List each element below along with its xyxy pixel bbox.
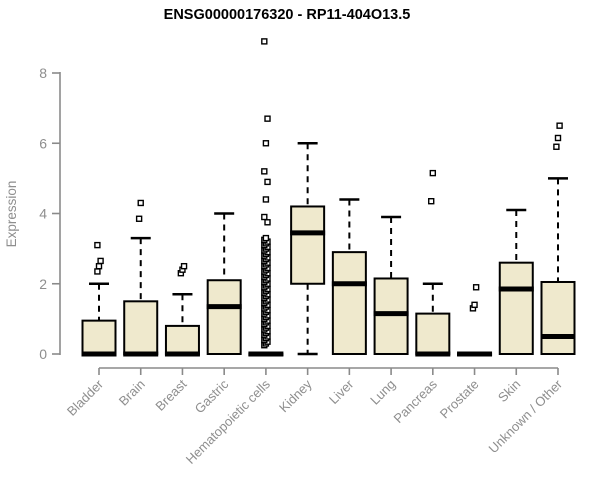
outlier-point xyxy=(262,196,270,203)
x-tick-label: Gastric xyxy=(192,376,232,416)
chart-title: ENSG00000176320 - RP11-404O13.5 xyxy=(164,7,411,23)
x-tick-label: Prostate xyxy=(437,377,482,422)
outlier-point xyxy=(553,143,560,150)
x-tick-label: Unknown / Other xyxy=(486,376,566,456)
outlier-point xyxy=(261,38,268,45)
outlier-point xyxy=(428,198,435,205)
outlier-point xyxy=(472,284,480,291)
x-tick-label: Skin xyxy=(495,377,523,405)
outlier-point xyxy=(261,168,268,175)
y-tick-label: 8 xyxy=(39,65,47,81)
outlier-point xyxy=(137,199,144,207)
box xyxy=(415,312,451,356)
outlier-point xyxy=(264,219,271,226)
outlier-point xyxy=(262,234,270,242)
outlier-point xyxy=(264,115,271,122)
box xyxy=(540,280,576,355)
y-tick-label: 6 xyxy=(39,135,47,151)
box xyxy=(164,324,200,355)
x-tick-label: Lung xyxy=(367,377,398,408)
box xyxy=(373,277,409,356)
box xyxy=(123,300,159,355)
outlier-point xyxy=(554,134,562,142)
outlier-point xyxy=(95,262,103,270)
box xyxy=(331,251,367,355)
x-tick-label: Bladder xyxy=(64,376,107,419)
box xyxy=(81,319,117,356)
x-tick-label: Breast xyxy=(152,376,189,413)
outlier-point xyxy=(264,178,271,186)
y-tick-label: 2 xyxy=(39,276,47,292)
x-tick-label: Kidney xyxy=(276,376,315,415)
outlier-point xyxy=(180,262,188,270)
y-axis-label: Expression xyxy=(4,181,19,248)
outlier-point xyxy=(471,301,478,309)
x-tick-label: Brain xyxy=(116,377,148,409)
box xyxy=(498,261,534,355)
outlier-point xyxy=(429,169,437,177)
outlier-point xyxy=(135,215,143,222)
x-tick-label: Pancreas xyxy=(390,376,440,426)
outlier-point xyxy=(97,257,104,265)
y-tick-label: 0 xyxy=(39,346,47,362)
outlier-point xyxy=(261,213,268,221)
x-tick-label: Liver xyxy=(326,376,357,407)
outlier-point xyxy=(556,122,563,129)
y-tick-label: 4 xyxy=(39,206,47,222)
outlier-point xyxy=(262,140,270,147)
box xyxy=(290,205,326,285)
outlier-point xyxy=(94,268,101,275)
outlier-point xyxy=(94,241,101,249)
box xyxy=(206,279,242,355)
